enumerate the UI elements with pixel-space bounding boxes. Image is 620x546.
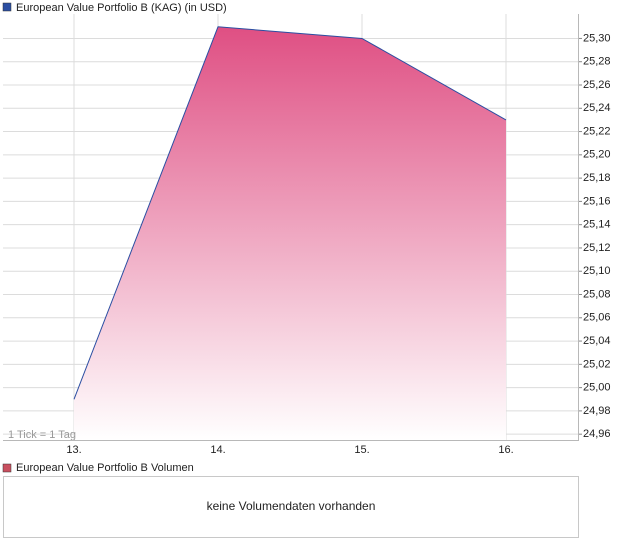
y-tick-label: 25,26 (583, 79, 611, 91)
x-tick-label: 14. (210, 444, 225, 456)
area (74, 26, 506, 440)
legend-swatch (2, 463, 12, 473)
y-tick-label: 24,98 (583, 405, 611, 417)
volume-panel (3, 476, 579, 538)
y-tick-label: 25,00 (583, 382, 611, 394)
y-tick-label: 25,16 (583, 195, 611, 207)
y-tick-label: 25,02 (583, 358, 611, 370)
legend-swatch (2, 2, 12, 12)
x-tick-label: 16. (498, 444, 513, 456)
volume-message: keine Volumendaten vorhanden (207, 499, 376, 513)
plot-frame (3, 14, 579, 441)
y-tick-label: 25,12 (583, 242, 611, 254)
y-tick-label: 25,28 (583, 56, 611, 68)
volume-title: European Value Portfolio B Volumen (16, 462, 194, 474)
y-tick-label: 25,14 (583, 219, 611, 231)
annotation: 1 Tick = 1 Tag (8, 429, 76, 441)
y-tick-label: 24,96 (583, 428, 611, 440)
y-tick-label: 25,22 (583, 125, 611, 137)
x-tick-label: 15. (354, 444, 369, 456)
x-tick-label: 13. (66, 444, 81, 456)
y-tick-label: 25,24 (583, 102, 611, 114)
y-tick-label: 25,20 (583, 149, 611, 161)
legend-entry: European Value Portfolio B (KAG) (in USD… (16, 2, 227, 14)
y-tick-label: 25,10 (583, 265, 611, 277)
y-tick-label: 25,30 (583, 32, 611, 44)
y-tick-label: 25,08 (583, 288, 611, 300)
line (73, 26, 507, 400)
y-tick-label: 25,04 (583, 335, 611, 347)
y-tick-label: 25,06 (583, 312, 611, 324)
y-tick-label: 25,18 (583, 172, 611, 184)
